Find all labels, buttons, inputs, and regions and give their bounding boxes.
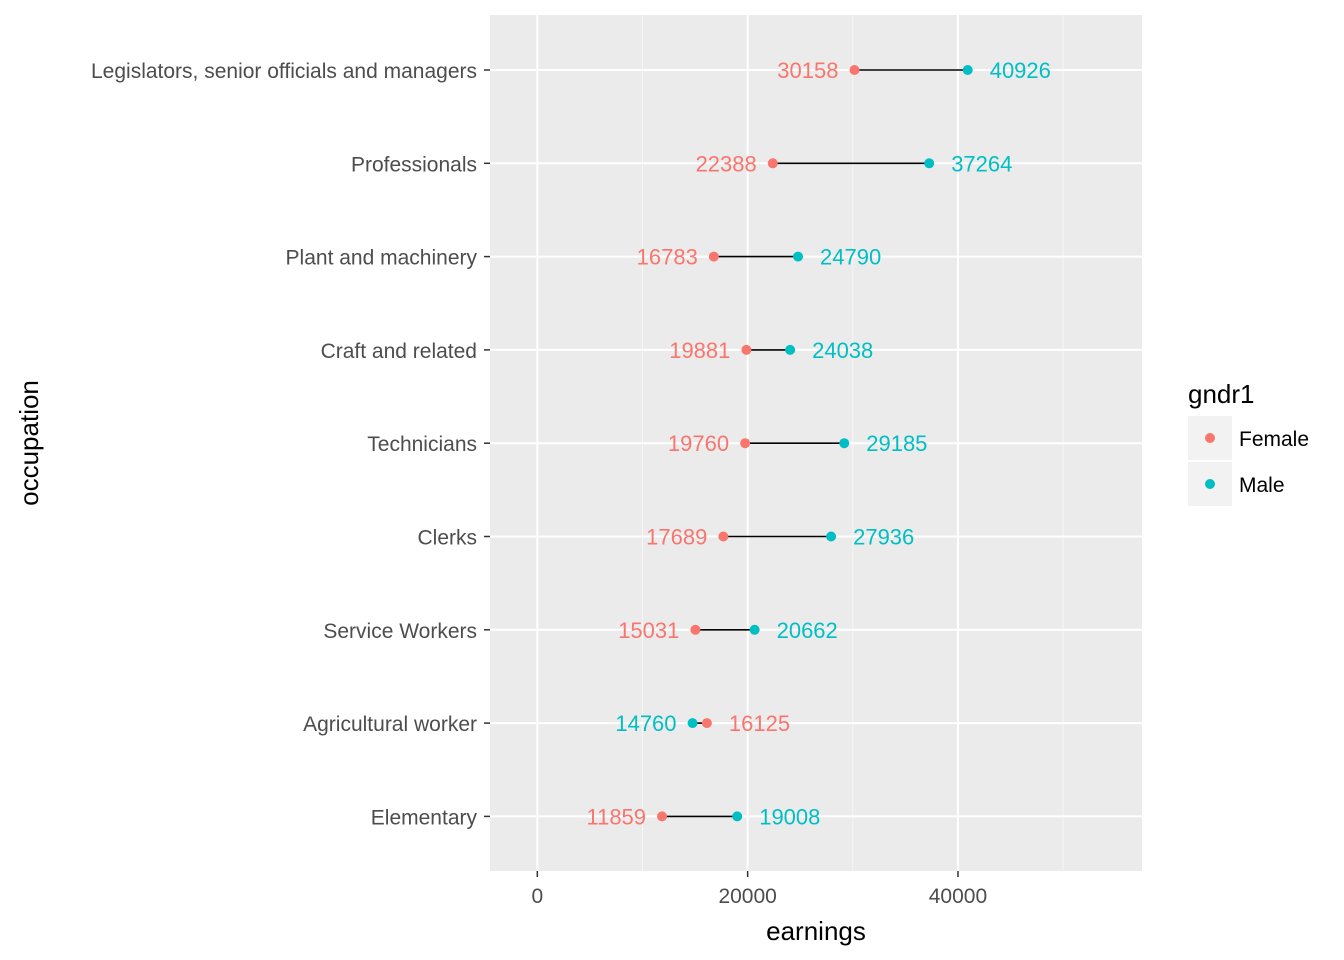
data-label-male: 24790 <box>820 245 881 270</box>
point-male <box>793 251 804 262</box>
data-label-female: 19881 <box>669 338 730 363</box>
legend-title: gndr1 <box>1188 379 1255 409</box>
data-label-female: 19760 <box>668 431 729 456</box>
data-label-male: 20662 <box>777 618 838 643</box>
data-label-female: 30158 <box>777 58 838 83</box>
data-label-male: 40926 <box>990 58 1051 83</box>
data-label-male: 24038 <box>812 338 873 363</box>
data-label-female: 16125 <box>729 711 790 736</box>
point-male <box>785 344 796 355</box>
y-tick-label: Professionals <box>351 153 477 176</box>
data-label-female: 11859 <box>586 804 646 829</box>
point-female <box>767 158 778 169</box>
data-label-female: 22388 <box>696 151 757 176</box>
point-female <box>657 811 668 822</box>
legend-label-female: Female <box>1239 428 1309 451</box>
point-female <box>701 718 712 729</box>
point-male <box>826 531 837 542</box>
data-label-male: 29185 <box>866 431 927 456</box>
data-label-female: 17689 <box>646 525 707 550</box>
x-tick-label: 40000 <box>929 885 987 908</box>
point-male <box>839 438 850 449</box>
legend-label-male: Male <box>1239 474 1285 497</box>
point-male <box>732 811 743 822</box>
y-tick-label: Clerks <box>417 527 477 550</box>
point-male <box>749 624 760 635</box>
data-label-male: 27936 <box>853 525 914 550</box>
y-tick-label: Technicians <box>367 433 477 456</box>
y-tick-label: Service Workers <box>323 620 477 643</box>
data-label-female: 15031 <box>618 618 679 643</box>
point-female <box>718 531 729 542</box>
y-axis-title: occupation <box>14 380 44 506</box>
legend-point-male <box>1205 479 1215 489</box>
point-female <box>740 438 751 449</box>
point-male <box>924 158 935 169</box>
point-male <box>962 65 973 75</box>
point-female <box>690 624 701 635</box>
y-tick-label: Craft and related <box>321 340 477 363</box>
data-labels: 30158 40926 22388 37264 16783 24790 19881 24038… <box>586 58 1050 829</box>
point-male <box>687 718 698 729</box>
data-label-male: 37264 <box>951 151 1012 176</box>
legend: gndr1 Female Male <box>1188 379 1309 506</box>
y-tick-label: Legislators, senior officials and manage… <box>91 60 477 83</box>
data-label-female: 16783 <box>637 245 698 270</box>
data-points <box>657 65 973 822</box>
y-tick-label: Agricultural worker <box>303 713 477 736</box>
x-tick-label: 20000 <box>718 885 776 908</box>
y-tick-label: Plant and machinery <box>286 247 478 270</box>
legend-items: Female Male <box>1188 416 1309 506</box>
x-axis-title: earnings <box>766 916 866 946</box>
legend-point-female <box>1205 433 1215 443</box>
point-female <box>708 251 719 262</box>
point-female <box>849 65 860 75</box>
y-axis: Legislators, senior officials and manage… <box>91 60 490 829</box>
data-label-male: 14760 <box>615 711 676 736</box>
point-female <box>741 344 752 355</box>
dumbbell-segments <box>662 69 968 818</box>
x-tick-label: 0 <box>531 885 543 908</box>
x-axis: 0 20000 40000 <box>531 871 987 908</box>
y-tick-label: Elementary <box>371 806 478 829</box>
data-label-male: 19008 <box>759 804 820 829</box>
